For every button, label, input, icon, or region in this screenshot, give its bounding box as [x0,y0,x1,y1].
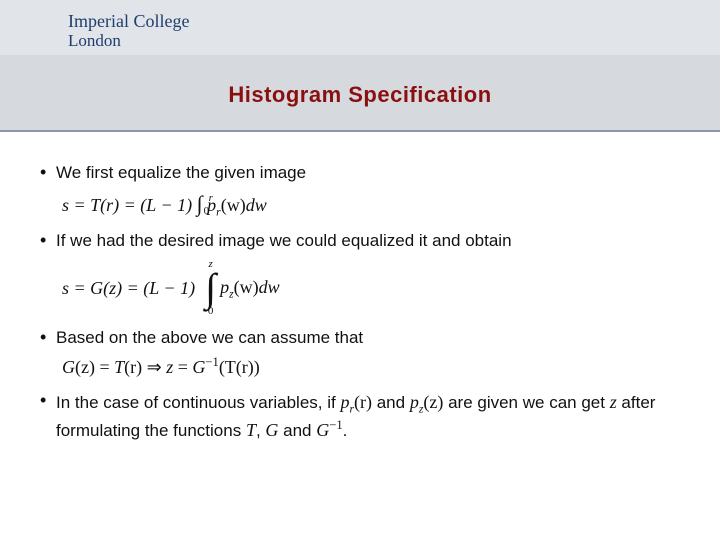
bullet-dot-icon: • [40,327,56,349]
integral-icon: ∫ r 0 [197,195,208,215]
slide-title: Histogram Specification [0,82,720,108]
institution-logo: Imperial College London [68,12,189,50]
slide-content: • We first equalize the given image s = … [40,152,680,443]
bullet-item: • If we had the desired image we could e… [40,230,680,253]
slide: Imperial College London Histogram Specif… [0,0,720,540]
logo-line1: Imperial College [68,12,189,32]
bullet-dot-icon: • [40,230,56,252]
equation-inline: s = T(r) = (L − 1) ∫ r 0 pr(w)dw [62,189,680,220]
equation-line: G(z) = T(r) ⇒ z = G−1(T(r)) [62,354,680,379]
integral-icon: z ∫ 0 [205,259,216,317]
bullet-dot-icon: • [40,162,56,184]
bullet-dot-icon: • [40,390,56,412]
header-rule [0,130,720,132]
bullet-item: • In the case of continuous variables, i… [40,390,680,443]
bullet-text: In the case of continuous variables, if … [56,390,680,443]
bullet-text: Based on the above we can assume that [56,327,680,350]
logo-line2: London [68,32,189,51]
bullet-text: If we had the desired image we could equ… [56,230,680,253]
bullet-item: • We first equalize the given image [40,162,680,185]
bullet-text: We first equalize the given image [56,162,680,185]
equation-display: s = G(z) = (L − 1) z ∫ 0 pz(w)dw [62,259,680,317]
bullet-item: • Based on the above we can assume that [40,327,680,350]
